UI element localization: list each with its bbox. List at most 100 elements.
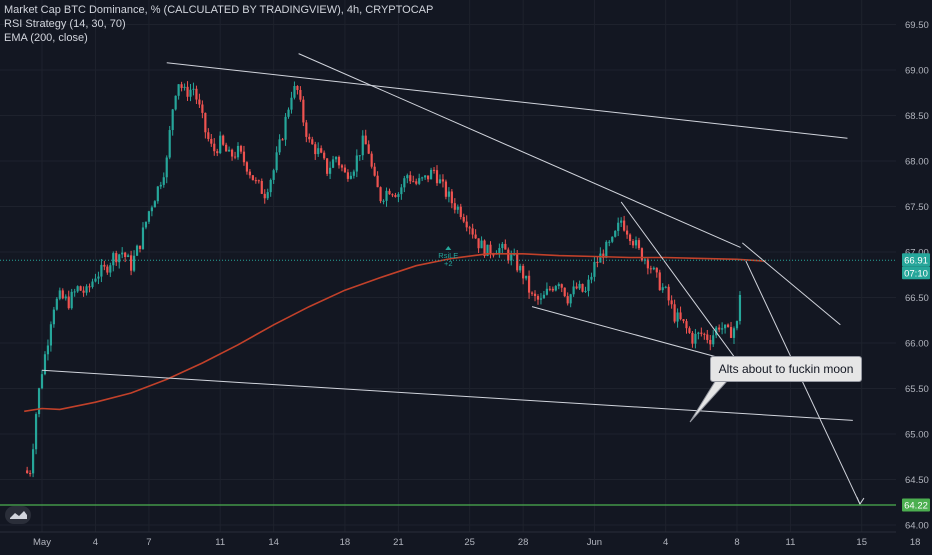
- ema-indicator-label[interactable]: EMA (200, close): [4, 32, 88, 44]
- ema-line[interactable]: [24, 253, 766, 413]
- candle-body: [729, 326, 733, 338]
- candle-body: [614, 230, 617, 237]
- trendline[interactable]: [531, 306, 739, 364]
- candle-body: [468, 227, 471, 229]
- candle-body: [507, 249, 510, 261]
- candle-body: [118, 254, 121, 263]
- candle-body: [694, 333, 697, 344]
- candle-body: [498, 248, 501, 254]
- candle-body: [655, 267, 658, 273]
- x-tick-label: 21: [393, 537, 404, 548]
- trendline[interactable]: [298, 53, 741, 248]
- candle-body: [138, 245, 142, 249]
- candle-body: [513, 254, 516, 256]
- candle-body: [435, 170, 439, 184]
- candle-body: [471, 228, 474, 235]
- x-tick-label: 18: [340, 537, 351, 548]
- candle-body: [204, 112, 207, 133]
- candle-body: [682, 319, 685, 322]
- y-tick-label: 69.50: [905, 20, 929, 31]
- rsi-indicator-label[interactable]: RSI Strategy (14, 30, 70): [4, 18, 126, 30]
- candle-body: [153, 201, 156, 208]
- candle-body: [320, 148, 323, 153]
- candle-body: [260, 180, 263, 194]
- candle-body: [109, 265, 112, 273]
- candle-body: [376, 175, 379, 188]
- candle-body: [162, 177, 165, 185]
- candle-body: [34, 414, 38, 450]
- x-tick-label: 28: [518, 537, 529, 548]
- candle-body: [578, 283, 581, 289]
- candle-body: [228, 149, 231, 152]
- candle-body: [519, 265, 522, 271]
- candle-body: [358, 155, 361, 157]
- trendline[interactable]: [742, 242, 841, 326]
- candle-body: [400, 187, 403, 195]
- candle-body: [712, 335, 715, 345]
- tradingview-logo-icon[interactable]: [5, 506, 31, 524]
- candle-body: [373, 166, 376, 176]
- candle-body: [474, 234, 477, 239]
- candle-body: [545, 288, 548, 295]
- candle-body: [130, 255, 133, 271]
- candle-body: [272, 170, 275, 180]
- candle-body: [424, 175, 427, 178]
- candle-body: [450, 191, 453, 204]
- x-tick-label: 11: [786, 537, 796, 548]
- y-tick-label: 68.50: [905, 111, 929, 122]
- candle-body: [239, 145, 243, 152]
- candle-body: [418, 178, 421, 184]
- candle-body: [52, 309, 55, 325]
- symbol-title[interactable]: Market Cap BTC Dominance, % (CALCULATED …: [4, 4, 434, 16]
- candle-body: [640, 248, 644, 261]
- level-badge: [902, 498, 930, 512]
- candle-body: [735, 321, 739, 329]
- candle-body: [245, 162, 249, 172]
- candle-body: [406, 175, 409, 179]
- annotation-callout[interactable]: Alts about to fuckin moon: [710, 356, 862, 382]
- candle-body: [667, 286, 670, 301]
- candle-body: [444, 181, 448, 197]
- candle-body: [97, 276, 100, 279]
- candle-body: [575, 286, 578, 289]
- candle-body: [213, 143, 216, 152]
- candle-body: [135, 245, 139, 256]
- candle-body: [251, 175, 254, 181]
- candle-body: [70, 291, 73, 309]
- signal-label: RsiLE: [438, 251, 458, 260]
- x-tick-label: 18: [910, 537, 921, 548]
- candle-body: [168, 130, 171, 158]
- candle-body: [334, 156, 338, 160]
- candle-body: [183, 86, 186, 88]
- candle-body: [391, 194, 394, 196]
- candle-body: [551, 288, 554, 291]
- candle-body: [569, 294, 572, 304]
- buy-signal-arrow-icon: [445, 246, 452, 250]
- candle-body: [631, 241, 635, 246]
- candle-body: [311, 139, 314, 145]
- candle-body: [346, 172, 350, 179]
- candle-body: [516, 254, 519, 271]
- countdown-badge: [902, 266, 930, 280]
- trendline[interactable]: [166, 62, 848, 139]
- trendline[interactable]: [620, 201, 740, 364]
- candle-body: [608, 241, 611, 243]
- trendline[interactable]: [41, 369, 853, 421]
- x-tick-label: 8: [734, 537, 739, 548]
- candle-body: [144, 221, 148, 228]
- y-tick-label: 65.50: [905, 384, 929, 395]
- candle-body: [673, 304, 676, 322]
- candle-body: [233, 156, 237, 158]
- candle-body: [302, 99, 305, 123]
- trendline[interactable]: [745, 260, 861, 505]
- candle-body: [326, 158, 329, 174]
- candle-body: [676, 312, 679, 322]
- candle-body: [409, 175, 412, 182]
- candle-body: [222, 135, 225, 145]
- candle-body: [263, 193, 266, 199]
- candle-body: [397, 194, 400, 197]
- candle-body: [94, 278, 97, 282]
